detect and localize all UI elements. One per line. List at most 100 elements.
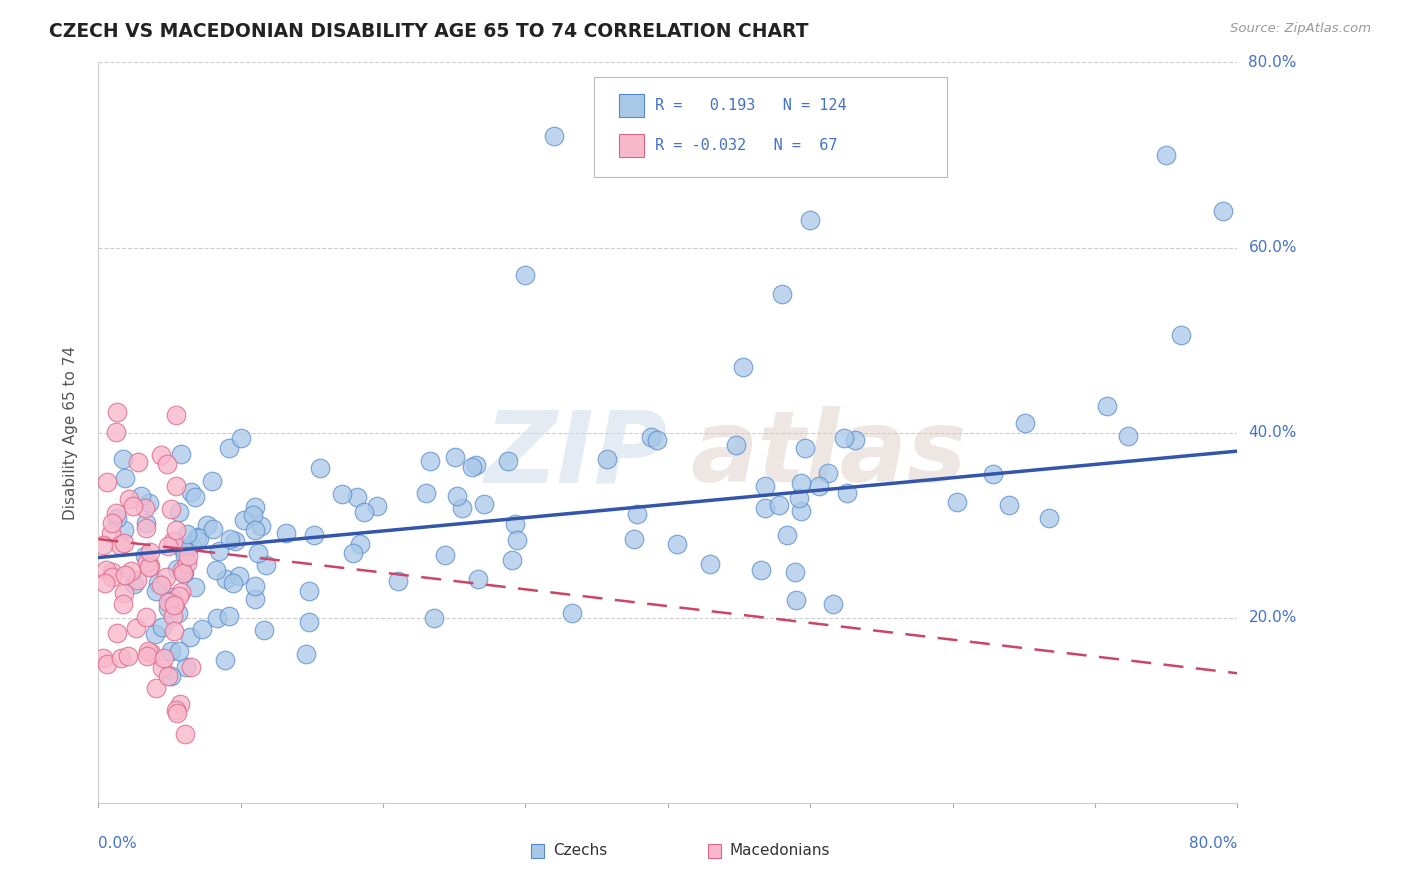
Point [104,425,127,439]
Point [666,537,689,551]
Point [156,457,179,471]
Point [108,537,131,551]
Point [790,476,813,491]
Point [201,522,224,536]
Text: 80.0%: 80.0% [1189,836,1237,851]
Point [254,558,277,572]
Point [165,523,187,537]
Point [172,566,194,581]
Text: atlas: atlas [690,407,967,503]
Point [302,527,325,541]
Text: R =   0.193   N = 124: R = 0.193 N = 124 [655,98,846,113]
Point [94,575,117,590]
Point [153,651,176,665]
Text: Source: ZipAtlas.com: Source: ZipAtlas.com [1230,22,1371,36]
Point [799,212,821,227]
Point [250,519,273,533]
Point [157,595,180,609]
Point [145,681,167,695]
Point [136,555,159,569]
Point [231,431,253,445]
Point [91,650,114,665]
Point [794,442,817,456]
Text: 60.0%: 60.0% [1249,240,1296,255]
Text: 20.0%: 20.0% [1249,610,1296,625]
FancyBboxPatch shape [593,78,946,178]
Bar [707,844,721,857]
Point [295,647,318,661]
Point [330,487,353,501]
Point [218,609,240,624]
Point [169,505,191,519]
Point [1116,428,1139,442]
Point [114,568,136,582]
Point [165,703,187,717]
Point [349,537,371,551]
Point [135,516,157,530]
Point [112,523,135,537]
Point [823,597,845,611]
Point [501,553,523,567]
Point [242,508,264,522]
Point [596,451,619,466]
Point [844,433,866,447]
Point [309,460,332,475]
Point [138,560,160,574]
Text: ZIP: ZIP [485,407,668,503]
Point [1154,148,1177,162]
Point [162,590,184,604]
Point [176,556,198,570]
Point [166,706,188,721]
Point [136,644,159,658]
Point [159,594,181,608]
Point [366,499,388,513]
Point [768,498,790,512]
Point [222,576,245,591]
Point [100,525,122,540]
Point [105,510,128,524]
Point [464,458,486,472]
Point [105,506,128,520]
Point [1038,511,1060,525]
Point [135,521,157,535]
Point [731,360,754,375]
Point [101,570,124,584]
Point [117,649,139,664]
Point [1095,399,1118,413]
Point [170,563,193,577]
Point [149,578,172,592]
Point [112,597,135,611]
Point [165,408,187,422]
Point [163,598,186,612]
Point [243,500,266,514]
Point [170,585,193,599]
Point [135,649,157,664]
Point [207,611,229,625]
Point [503,516,526,531]
Point [419,454,441,468]
Point [176,527,198,541]
Point [180,538,202,552]
Point [93,538,115,552]
Point [110,650,132,665]
Point [179,630,201,644]
Point [150,660,173,674]
Bar [531,844,544,857]
Point [243,592,266,607]
Point [157,539,180,553]
Point [169,589,191,603]
Point [640,430,662,444]
Point [135,610,157,624]
Text: 40.0%: 40.0% [1249,425,1296,440]
Point [433,548,456,562]
Text: 80.0%: 80.0% [1249,55,1296,70]
Point [998,498,1021,512]
Point [101,565,124,579]
Point [647,434,669,448]
Point [983,467,1005,481]
Point [817,466,839,480]
Point [754,479,776,493]
Point [166,607,188,621]
Point [105,405,128,419]
Point [232,513,254,527]
